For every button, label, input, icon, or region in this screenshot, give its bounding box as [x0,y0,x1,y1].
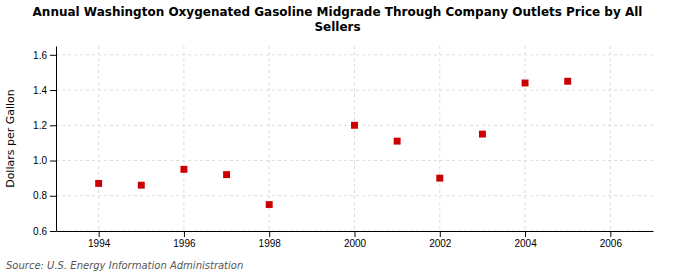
tick-mark [50,161,56,162]
tick: 2006 [600,231,623,249]
tick-label: 1.0 [33,155,47,166]
tick-mark [50,196,56,197]
point [138,182,145,189]
tick: 1.0 [33,155,56,166]
tick: 2000 [344,231,367,249]
tick: 1.4 [33,85,56,96]
axis-line [56,47,57,232]
tick-label: 1998 [259,238,282,249]
point [223,171,230,178]
tick: 1996 [173,231,196,249]
tick-label: 1996 [173,238,196,249]
tick-label: 0.6 [33,226,47,237]
grid-line-x [354,46,355,231]
tick-label: 1.2 [33,120,47,131]
tick-mark [269,231,270,237]
grid-line-y [56,195,653,196]
grid-line-x [183,46,184,231]
x-axis: 1994 1996 1998 2000 2002 2004 2006 [57,231,654,249]
tick: 2004 [514,231,537,249]
tick-mark [525,231,526,237]
grid-line-x [610,46,611,231]
point [266,201,273,208]
tick-label: 2000 [344,238,367,249]
tick: 1.6 [33,50,56,61]
tick-mark [50,55,56,56]
tick-label: 1.6 [33,50,47,61]
point [394,138,401,145]
tick-mark [99,231,100,237]
point [351,122,358,129]
grid-line-x [525,46,526,231]
point [436,175,443,182]
plot: 1994 1996 1998 2000 2002 2004 2006 0.6 0.8 1.0 1.2… [33,46,653,249]
source: Source: U.S. Energy Information Administ… [6,260,243,271]
tick: 1998 [259,231,282,249]
tick-mark [50,125,56,126]
tick-mark [184,231,185,237]
y-axis-label: Dollars per Gallon [4,89,17,188]
tick-label: 2002 [429,238,452,249]
tick-label: 1.4 [33,85,47,96]
tick: 0.6 [33,226,56,237]
tick-mark [50,231,56,232]
tick-label: 1994 [88,238,111,249]
point [564,78,571,85]
grid [56,46,653,231]
tick-label: 2006 [600,238,623,249]
grid-line-x [439,46,440,231]
points [95,78,571,208]
grid-line-y [56,54,653,55]
chart: 1994 1996 1998 2000 2002 2004 2006 0.6 0.8 1.0 1.2… [0,0,675,275]
tick-mark [355,231,356,237]
tick-mark [440,231,441,237]
tick-mark [50,90,56,91]
grid-line-x [98,46,99,231]
tick-label: 2004 [514,238,537,249]
tick: 1.2 [33,120,56,131]
tick-label: 0.8 [33,190,47,201]
grid-line-y [56,160,653,161]
point [180,166,187,173]
tick: 2002 [429,231,452,249]
tick: 1994 [88,231,111,249]
point [479,131,486,138]
y-axis: 0.6 0.8 1.0 1.2 1.4 1.6 [33,47,56,237]
point [522,80,529,87]
tick: 0.8 [33,190,56,201]
point [95,180,102,187]
grid-line-y [56,90,653,91]
tick-mark [610,231,611,237]
title: Annual Washington Oxygenated Gasoline Mi… [33,5,643,34]
